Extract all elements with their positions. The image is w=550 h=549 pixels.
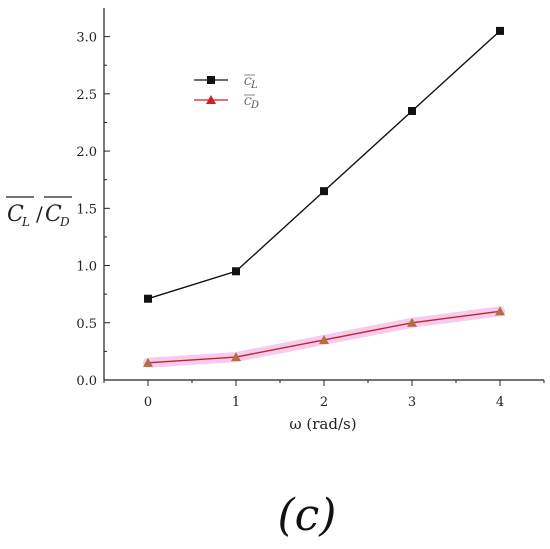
series-1-point — [231, 352, 241, 362]
series-1-point — [407, 317, 417, 327]
legend-label-cl-subscript: L — [250, 80, 258, 91]
series-1-point — [143, 357, 153, 367]
x-axis-title: ω (rad/s) — [289, 415, 356, 433]
y-title-cd-subscript: D — [59, 215, 70, 229]
y-tick-label: 2.0 — [76, 145, 97, 160]
x-tick-label: 3 — [408, 395, 416, 410]
legend-marker-cl — [207, 76, 215, 84]
series-0-point — [496, 26, 504, 35]
legend-entry-cl: C L — [194, 74, 258, 91]
y-tick-label: 1.5 — [76, 202, 97, 217]
y-axis-ticks: 0.0 0.5 1.0 1.5 2.0 2.5 3.0 — [76, 31, 110, 389]
y-tick-label: 0.5 — [76, 317, 97, 332]
legend-label-cd-letter: C — [244, 97, 252, 108]
series-0-point — [232, 267, 240, 276]
x-axis-ticks: 0 1 2 3 4 — [103, 380, 545, 410]
y-title-cl-subscript: L — [21, 215, 30, 229]
y-title-separator: / — [36, 202, 43, 226]
y-tick-label: 2.5 — [76, 88, 97, 103]
chart-legend: C L C D — [194, 74, 259, 111]
y-title-cd-letter: C — [45, 202, 62, 227]
chart-series — [143, 26, 505, 368]
legend-marker-cd — [206, 95, 216, 104]
legend-label-cd-subscript: D — [250, 100, 259, 111]
legend-label-cl-letter: C — [244, 77, 252, 88]
series-1-point — [319, 334, 329, 344]
panel-label: (c) — [278, 490, 337, 541]
series-0-point — [408, 107, 416, 116]
series-0-line — [147, 30, 501, 300]
x-tick-label: 4 — [496, 395, 504, 410]
series-1-point — [495, 306, 505, 316]
y-title-cl-letter: C — [7, 202, 24, 227]
y-axis-title: C L / C D — [6, 196, 72, 229]
y-tick-label: 1.0 — [76, 260, 97, 275]
y-tick-label: 3.0 — [76, 31, 97, 46]
x-tick-label: 0 — [144, 395, 152, 410]
series-0-point — [144, 294, 152, 303]
x-tick-label: 2 — [320, 395, 328, 410]
legend-entry-cd: C D — [194, 94, 259, 111]
x-tick-label: 1 — [232, 395, 240, 410]
y-tick-label: 0.0 — [76, 374, 97, 389]
series-0-point — [320, 187, 328, 196]
